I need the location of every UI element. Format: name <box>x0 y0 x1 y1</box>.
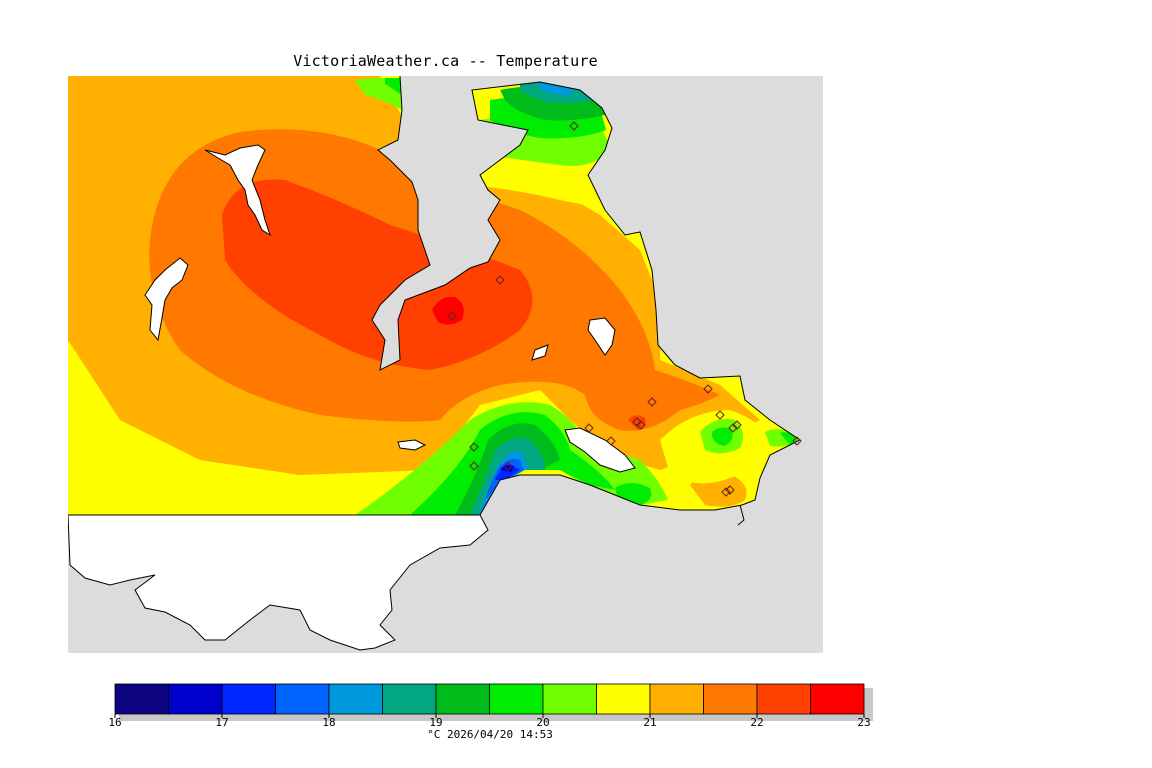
legend-tick-label: 16 <box>108 716 121 729</box>
legend-band <box>382 683 437 715</box>
water-bodies <box>68 144 636 651</box>
legend-tick-label: 19 <box>429 716 442 729</box>
legend-tick-label: 23 <box>857 716 870 729</box>
temperature-map[interactable] <box>68 76 823 653</box>
legend-band <box>649 683 704 715</box>
map-title: VictoriaWeather.ca -- Temperature <box>293 52 598 70</box>
legend-band <box>328 683 383 715</box>
station-markers[interactable] <box>447 121 802 497</box>
legend-band <box>810 683 865 715</box>
legend-band <box>275 683 330 715</box>
legend-tick-label: 18 <box>322 716 335 729</box>
legend-band <box>114 683 169 715</box>
legend-band <box>756 683 811 715</box>
legend-band <box>435 683 490 715</box>
legend-tick-label: 21 <box>643 716 656 729</box>
legend-bands <box>114 683 865 715</box>
legend-ticks: 16 17 18 19 20 21 22 23 <box>108 714 871 729</box>
legend-tick-label: 20 <box>536 716 549 729</box>
legend-tick-label: 22 <box>750 716 763 729</box>
legend-caption: °C 2026/04/20 14:53 <box>427 728 553 741</box>
legend-band <box>542 683 597 715</box>
legend-band <box>221 683 276 715</box>
legend-band <box>596 683 651 715</box>
legend-tick-label: 17 <box>215 716 228 729</box>
legend-shadow <box>119 688 873 721</box>
legend-band <box>489 683 544 715</box>
coastline <box>371 76 801 516</box>
legend-band <box>168 683 223 715</box>
legend-band <box>703 683 758 715</box>
